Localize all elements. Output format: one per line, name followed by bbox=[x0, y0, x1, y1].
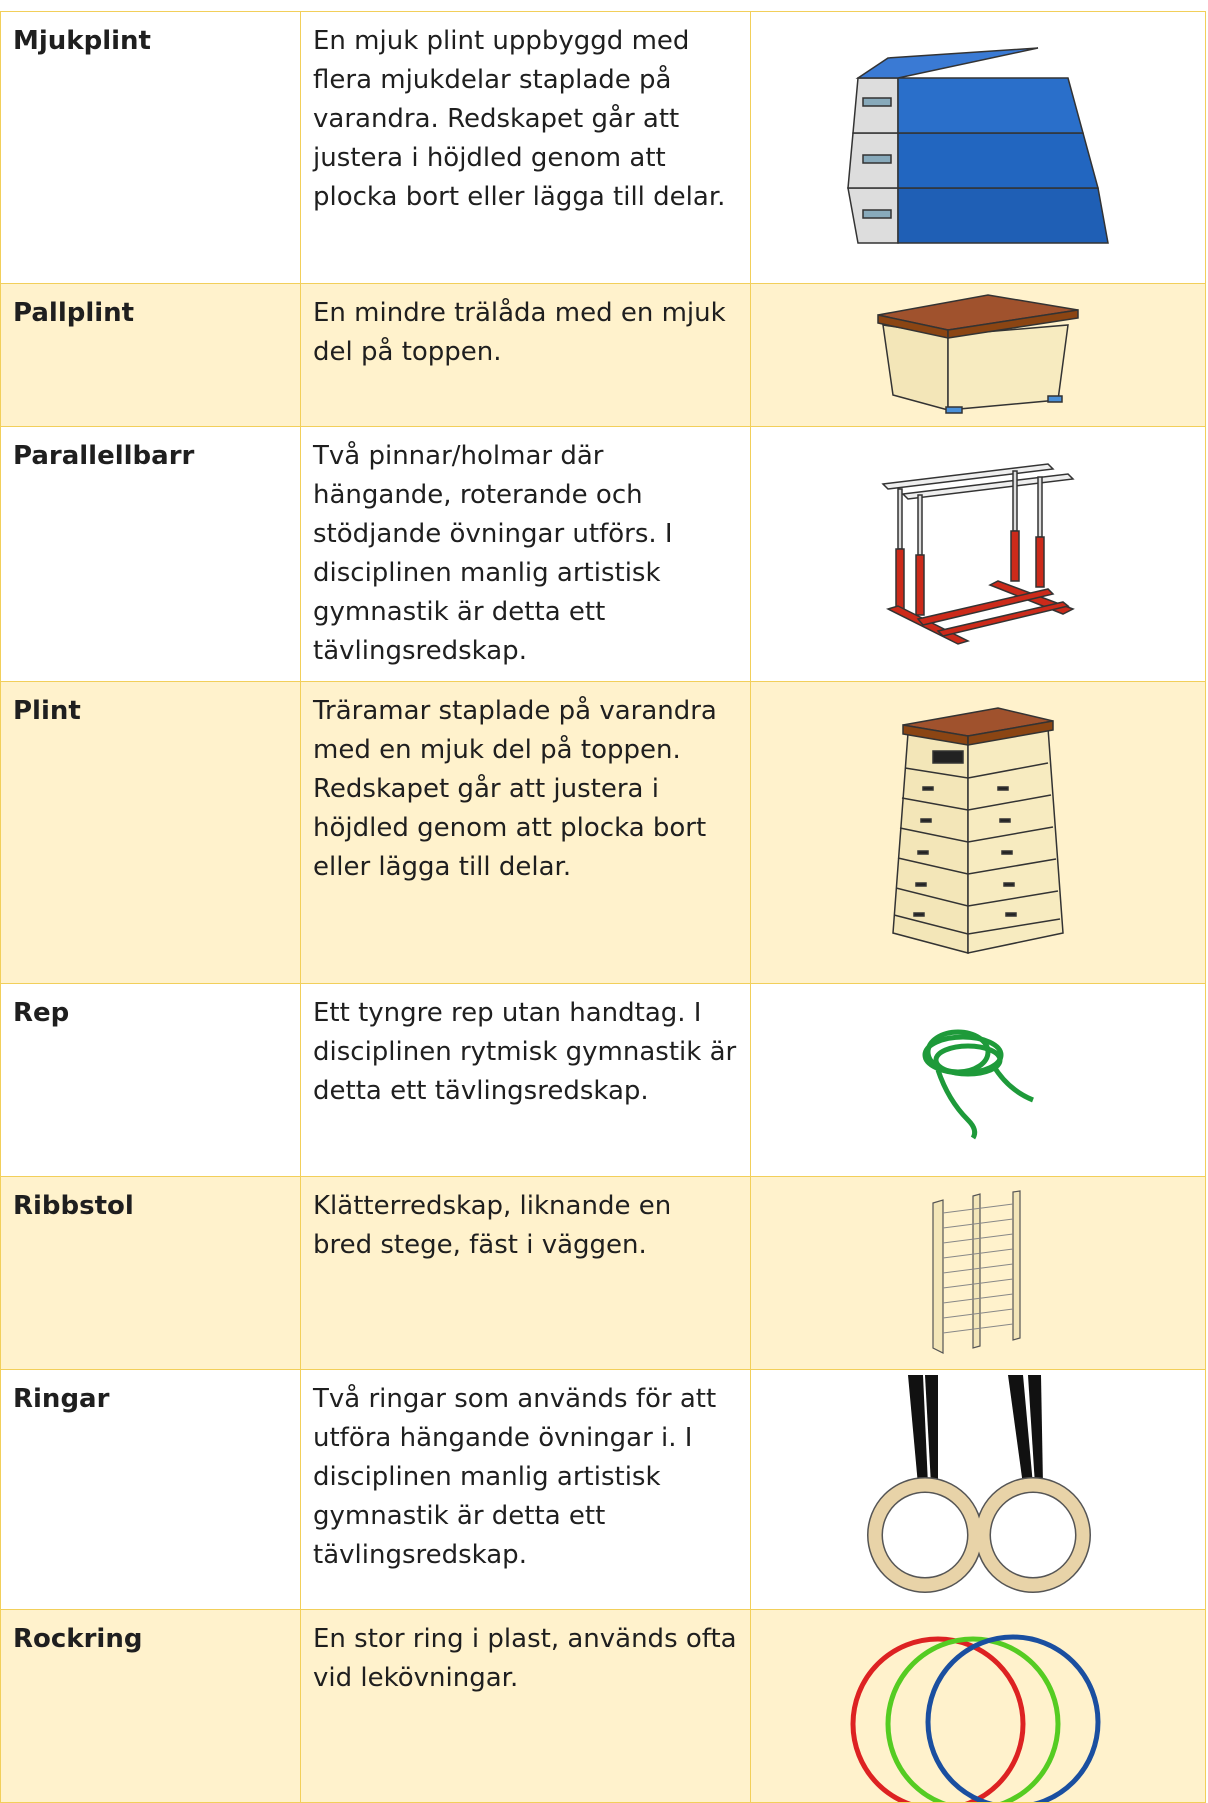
image-cell bbox=[750, 283, 1206, 427]
illustration bbox=[850, 1634, 1101, 1802]
image-cell bbox=[750, 1176, 1206, 1370]
description: En mindre trälåda med en mjuk del på top… bbox=[300, 283, 751, 427]
description: Klätterredskap, liknande en bred stege, … bbox=[300, 1176, 751, 1370]
description: Två ringar som används för att utföra hä… bbox=[300, 1369, 751, 1610]
name: Rep bbox=[0, 983, 301, 1177]
name: Ringar bbox=[0, 1369, 301, 1610]
name: Pallplint bbox=[0, 283, 301, 427]
illustration bbox=[922, 1029, 1034, 1140]
name: Mjukplint bbox=[0, 11, 301, 284]
image-cell bbox=[750, 983, 1206, 1177]
row: Pallplint En mindre trälåda med en mjuk … bbox=[0, 283, 1206, 427]
name: Rockring bbox=[0, 1609, 301, 1803]
description: Träramar staplade på varandra med en mju… bbox=[300, 681, 751, 984]
illustration bbox=[877, 294, 1079, 414]
illustration bbox=[867, 1374, 1091, 1593]
image-cell bbox=[750, 1369, 1206, 1610]
image-cell bbox=[750, 681, 1206, 984]
illustration bbox=[932, 1190, 1021, 1354]
row: Mjukplint En mjuk plint uppbyggd med fle… bbox=[0, 11, 1206, 284]
illustration bbox=[892, 706, 1064, 954]
row: Ribbstol Klätterredskap, liknande en bre… bbox=[0, 1176, 1206, 1370]
image-cell bbox=[750, 426, 1206, 682]
name: Ribbstol bbox=[0, 1176, 301, 1370]
description: En mjuk plint uppbyggd med flera mjukdel… bbox=[300, 11, 751, 284]
image-cell bbox=[750, 11, 1206, 284]
row: Rockring En stor ring i plast, används o… bbox=[0, 1609, 1206, 1803]
description: En stor ring i plast, används ofta vid l… bbox=[300, 1609, 751, 1803]
name: Plint bbox=[0, 681, 301, 984]
description: Ett tyngre rep utan handtag. I disciplin… bbox=[300, 983, 751, 1177]
equipment-table: Mjukplint En mjuk plint uppbyggd med fle… bbox=[0, 11, 1206, 1803]
image-cell bbox=[750, 1609, 1206, 1803]
row: Ringar Två ringar som används för att ut… bbox=[0, 1369, 1206, 1610]
illustration bbox=[881, 463, 1075, 645]
name: Parallellbarr bbox=[0, 426, 301, 682]
description: Två pinnar/holmar där hängande, roterand… bbox=[300, 426, 751, 682]
illustration bbox=[847, 46, 1109, 244]
row: Rep Ett tyngre rep utan handtag. I disci… bbox=[0, 983, 1206, 1177]
row: Plint Träramar staplade på varandra med … bbox=[0, 681, 1206, 984]
row: Parallellbarr Två pinnar/holmar där häng… bbox=[0, 426, 1206, 682]
